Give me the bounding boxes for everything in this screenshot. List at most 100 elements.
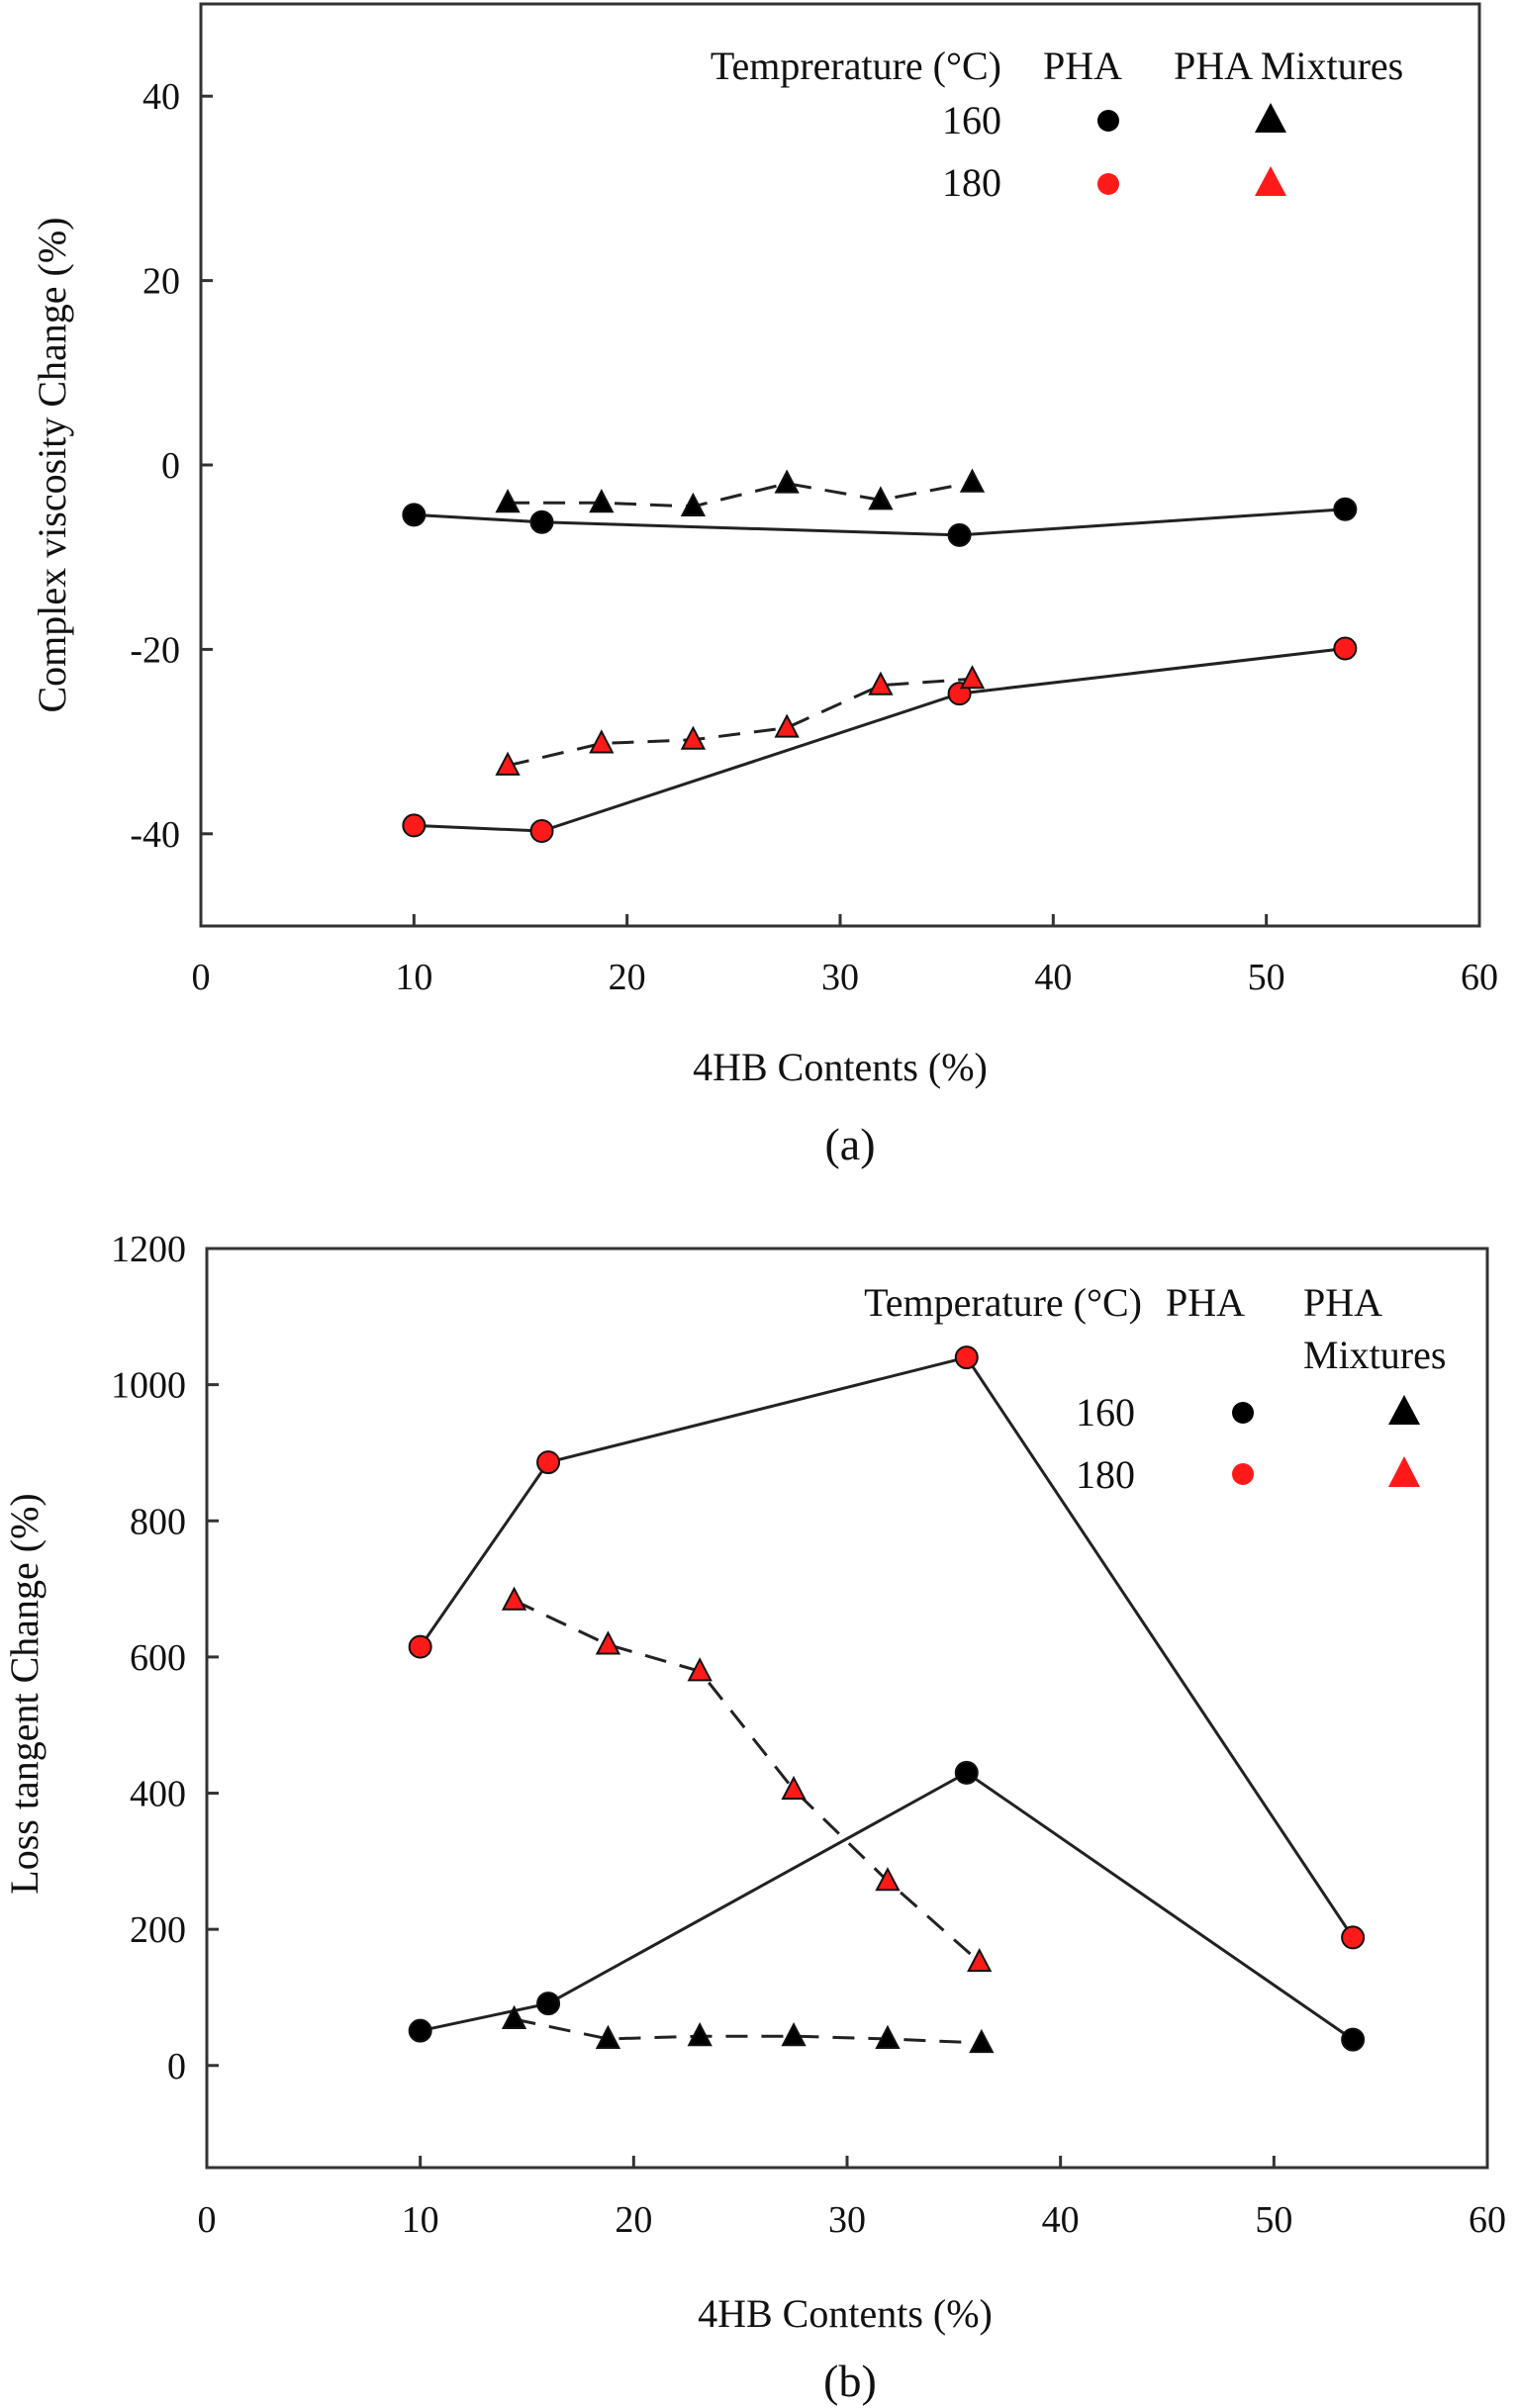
chart-a-legend-header-temperature: Temprerature (°C): [711, 44, 1001, 88]
chart-a-x-tick-label: 10: [395, 957, 432, 998]
chart-b-y-tick-label: 1000: [111, 1365, 186, 1407]
chart-a-legend-header-pha-mixtures: PHA Mixtures: [1174, 44, 1403, 88]
chart-a-x-axis-title: 4HB Contents (%): [693, 1045, 988, 1089]
chart-b-y-tick-label: 200: [130, 1909, 186, 1951]
chart-a-x-tick-label: 20: [609, 957, 646, 998]
chart-a-y-ticks: -40 -20 0 20 40: [130, 76, 213, 856]
chart-b-legend: Temperature (°C) PHA PHA Mixtures 160 18…: [864, 1280, 1446, 1497]
chart-a-point-pha-mixtures-180: [868, 671, 894, 695]
chart-b-y-tick-label: 400: [130, 1774, 186, 1815]
chart-b-point-pha-mixtures-180: [967, 1948, 993, 1973]
chart-b-legend-header-pha-mixtures-line2: Mixtures: [1303, 1333, 1446, 1377]
chart-a-y-tick-label: -20: [130, 629, 180, 671]
chart-a-legend-pha-160-marker: [1097, 110, 1119, 132]
chart-b-point-pha-160: [954, 1760, 979, 1785]
chart-b-point-pha-mixtures-160: [781, 2022, 807, 2047]
chart-a-point-pha-mixtures-180: [680, 725, 707, 750]
chart-b-point-pha-180: [536, 1450, 561, 1475]
chart-b-x-tick-label: 40: [1042, 2199, 1080, 2241]
chart-a-y-tick-label: 40: [142, 76, 180, 118]
chart-b-point-pha-mixtures-180: [501, 1586, 527, 1611]
chart-a-point-pha-mixtures-160: [589, 489, 615, 513]
chart-b-point-pha-160: [1341, 2027, 1366, 2052]
chart-b-point-pha-mixtures-160: [875, 2024, 901, 2049]
chart-b-line-pha-mixtures-180: [513, 1599, 981, 1964]
chart-a-plot-frame: [199, 2, 1481, 928]
chart-b-point-pha-mixtures-160: [687, 2022, 712, 2047]
chart-a-point-pha-160: [1333, 497, 1358, 521]
chart-b-legend-mixtures-160-marker: [1388, 1395, 1420, 1425]
chart-b-x-tick-label: 10: [402, 2199, 439, 2241]
chart-a: -40 -20 0 20 40 0 10 20 30 40 50 60 4HB Contents (…: [30, 2, 1498, 1169]
chart-b-series-lines: [419, 1355, 1355, 2045]
chart-a-point-pha-180: [529, 819, 554, 844]
chart-b-panel-label: (b): [823, 2356, 877, 2406]
chart-b-point-pha-mixtures-160: [501, 2004, 527, 2029]
chart-a-panel-label: (a): [824, 1119, 875, 1169]
chart-a-y-tick-label: 0: [161, 445, 180, 487]
chart-b-point-pha-mixtures-160: [969, 2028, 995, 2054]
chart-b-y-tick-label: 800: [130, 1501, 186, 1542]
chart-b-x-tick-label: 60: [1469, 2199, 1506, 2241]
chart-b-x-tick-label: 30: [828, 2199, 866, 2241]
chart-a-x-tick-label: 60: [1461, 957, 1498, 998]
chart-a-series-lines: [414, 481, 1346, 833]
chart-a-point-pha-180: [1333, 636, 1358, 661]
chart-a-line-pha-180: [414, 646, 1346, 833]
chart-b-point-pha-180: [408, 1634, 432, 1659]
chart-b-legend-pha-180-marker: [1232, 1463, 1254, 1485]
chart-b-series-marks: [408, 1345, 1366, 2054]
chart-a-legend-row-160-label: 160: [942, 98, 1001, 142]
chart-b-point-pha-mixtures-160: [595, 2024, 621, 2049]
chart-a-line-pha-160: [414, 508, 1346, 537]
chart-b-point-pha-160: [408, 2018, 432, 2043]
chart-a-y-tick-label: -40: [130, 814, 180, 856]
chart-a-y-axis-title: Complex viscosity Change (%): [30, 217, 74, 712]
chart-b-point-pha-mixtures-180: [781, 1775, 807, 1801]
chart-b-y-ticks: 0 200 400 600 800 1000 1200: [111, 1229, 219, 2087]
chart-a-legend-header-pha: PHA: [1043, 44, 1122, 88]
chart-a-point-pha-mixtures-160: [495, 489, 521, 513]
chart-a-point-pha-mixtures-180: [774, 713, 800, 738]
chart-b-legend-header-pha-mixtures-line1: PHA: [1303, 1280, 1382, 1325]
chart-a-x-tick-label: 50: [1248, 957, 1285, 998]
chart-b-legend-row-180-label: 180: [1076, 1452, 1135, 1497]
chart-b-y-tick-label: 0: [167, 2046, 186, 2087]
chart-b-legend-row-160-label: 160: [1076, 1390, 1135, 1435]
chart-a-line-pha-mixtures-160: [508, 481, 973, 509]
chart-a-point-pha-mixtures-160: [680, 492, 707, 516]
chart-b-y-axis-title: Loss tangent Change (%): [2, 1493, 47, 1894]
chart-b-x-ticks: 0 10 20 30 40 50 60: [198, 2156, 1506, 2241]
chart-b-x-tick-label: 0: [198, 2199, 217, 2241]
chart-a-point-pha-mixtures-180: [495, 751, 521, 776]
chart-a-x-tick-label: 0: [192, 957, 211, 998]
chart-a-point-pha-mixtures-180: [589, 729, 615, 754]
chart-b-legend-mixtures-180-marker: [1388, 1456, 1420, 1487]
chart-a-series-marks: [402, 468, 1358, 844]
chart-b-legend-pha-160-marker: [1232, 1402, 1254, 1424]
chart-a-line-pha-mixtures-180: [507, 677, 973, 768]
chart-b-line-pha-mixtures-160: [514, 2017, 982, 2045]
chart-b-y-tick-label: 600: [130, 1637, 186, 1679]
chart-b-y-tick-label: 1200: [111, 1229, 186, 1270]
chart-b-x-tick-label: 50: [1255, 2199, 1292, 2241]
chart-a-point-pha-180: [402, 813, 427, 838]
chart-b-point-pha-mixtures-180: [875, 1867, 901, 1892]
chart-b-line-pha-180: [419, 1355, 1355, 1939]
chart-a-y-tick-label: 20: [142, 261, 180, 303]
chart-a-point-pha-mixtures-160: [868, 486, 894, 510]
chart-a-legend: Temprerature (°C) PHA PHA Mixtures 160 1…: [711, 44, 1403, 205]
chart-a-x-tick-label: 40: [1034, 957, 1072, 998]
chart-b-point-pha-mixtures-180: [687, 1657, 712, 1682]
chart-a-point-pha-mixtures-180: [959, 665, 986, 690]
chart-a-legend-mixtures-180-marker: [1255, 166, 1286, 196]
chart-b: 0 200 400 600 800 1000 1200 0 10 20 30 40 50 60 4HB …: [2, 1229, 1506, 2406]
chart-b-legend-header-pha: PHA: [1166, 1280, 1245, 1325]
chart-b-line-pha-160: [420, 1771, 1354, 2041]
chart-a-point-pha-160: [947, 522, 972, 547]
chart-b-x-tick-label: 20: [615, 2199, 652, 2241]
chart-b-point-pha-180: [1341, 1925, 1366, 1950]
chart-a-legend-mixtures-160-marker: [1255, 103, 1286, 133]
chart-b-point-pha-mixtures-180: [595, 1630, 621, 1655]
